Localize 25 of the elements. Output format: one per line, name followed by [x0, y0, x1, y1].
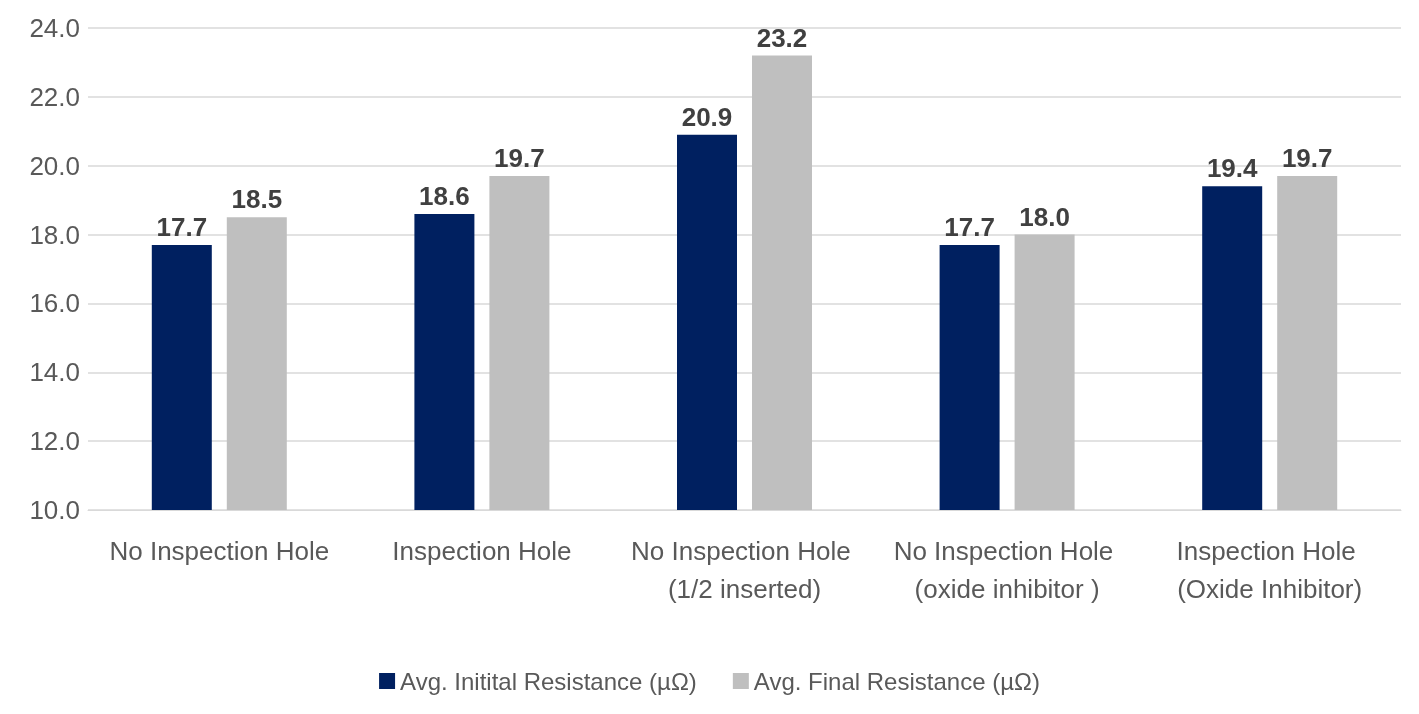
data-label: 18.6 — [419, 180, 470, 211]
y-tick-label: 12.0 — [29, 426, 80, 457]
data-label: 19.7 — [1281, 143, 1333, 174]
legend-label: Avg. Final Resistance (µΩ) — [753, 667, 1040, 695]
y-tick-label: 24.0 — [29, 13, 80, 43]
x-tick-label: Inspection Hole — [392, 536, 572, 566]
y-tick-label: 20.0 — [29, 150, 80, 181]
x-tick-label: No Inspection Hole (oxide inhibitor ) — [893, 536, 1121, 604]
data-label: 19.7 — [494, 143, 545, 174]
x-tick-label: No Inspection Hole (1/2 inserted) — [631, 536, 858, 604]
data-label: 18.0 — [1019, 201, 1070, 232]
x-tick-label: Inspection Hole (Oxide Inhibitor) — [1176, 536, 1363, 604]
y-tick-label: 10.0 — [29, 495, 80, 525]
data-label: 17.7 — [944, 211, 995, 242]
y-tick-label: 16.0 — [29, 288, 80, 319]
y-tick-label: 22.0 — [29, 81, 80, 112]
x-tick-label: No Inspection Hole — [109, 536, 330, 566]
data-label: 17.7 — [156, 211, 208, 242]
legend-label: Avg. Initital Resistance (µΩ) — [400, 667, 697, 695]
y-tick-label: 18.0 — [29, 219, 80, 250]
data-label: 20.9 — [681, 101, 733, 132]
data-label: 23.2 — [756, 22, 808, 53]
y-tick-label: 14.0 — [29, 357, 80, 388]
data-label: 18.5 — [231, 184, 283, 215]
data-label: 19.4 — [1206, 153, 1259, 184]
